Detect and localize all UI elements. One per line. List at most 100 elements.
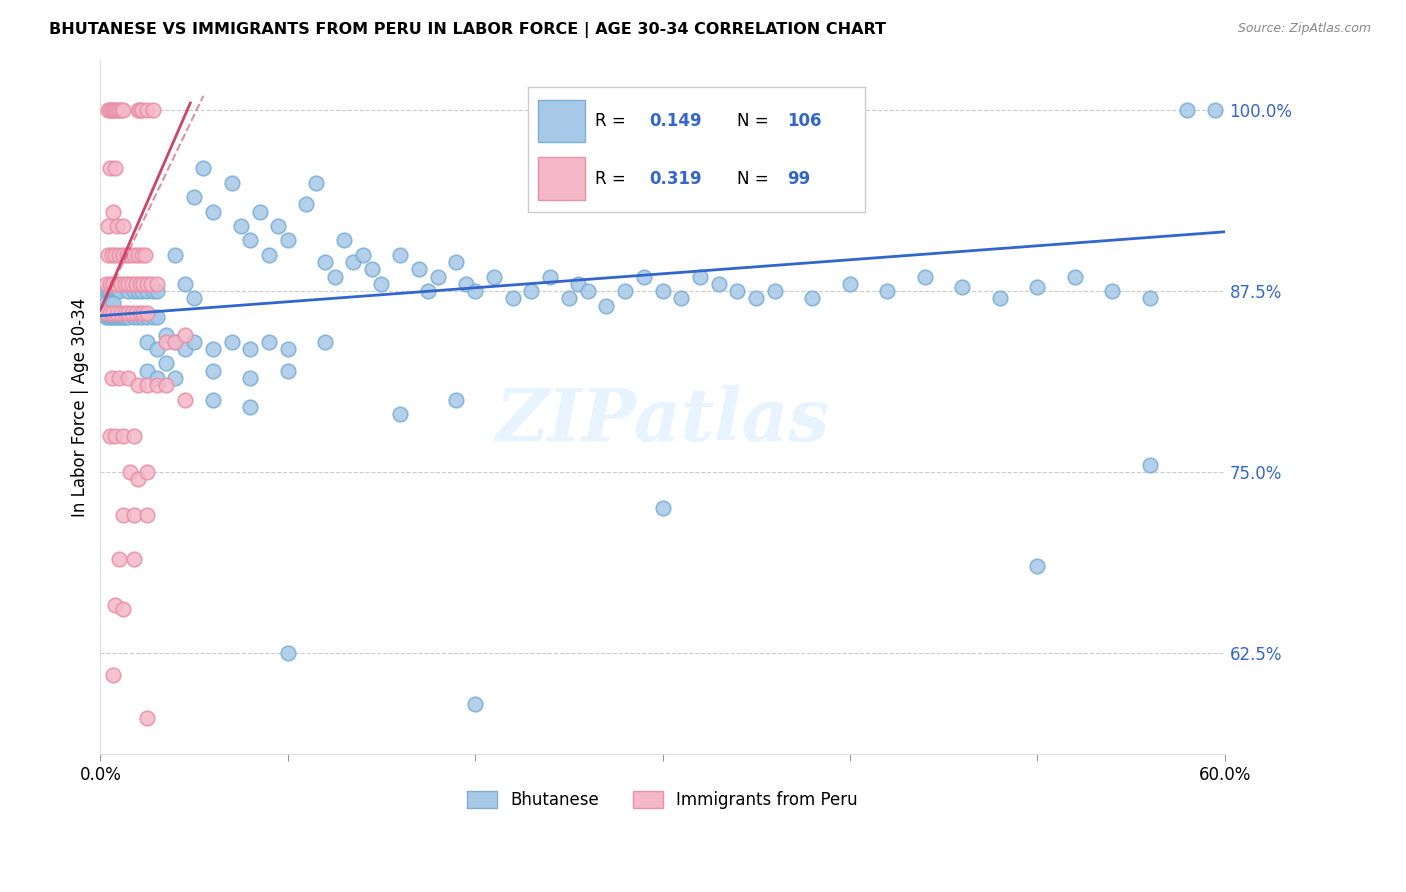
Point [104,284,127,298]
Point [136,284,159,298]
Point [103,306,125,320]
Point [117,284,139,298]
Point [97,219,120,233]
Point [111,219,134,233]
Point [801,291,824,305]
Point [193,161,215,175]
Point [136,310,159,325]
Point [103,277,125,291]
Point [249,204,271,219]
Point [201,342,224,356]
Point [111,248,134,262]
Point [173,327,195,342]
Point [1063,269,1085,284]
Point [105,310,128,325]
Point [361,262,384,277]
Point [108,248,131,262]
Point [482,269,505,284]
Point [201,364,224,378]
Point [100,103,122,118]
Point [104,161,127,175]
Point [136,364,159,378]
Point [128,277,150,291]
Point [100,248,122,262]
Point [426,269,449,284]
Point [183,190,205,204]
Point [408,262,430,277]
Point [988,291,1011,305]
Point [114,306,136,320]
Point [239,371,262,385]
Text: ZIPatlas: ZIPatlas [495,385,830,457]
Point [142,310,165,325]
Point [108,310,131,325]
Point [267,219,290,233]
Point [136,711,159,725]
Point [111,602,134,616]
Point [145,371,167,385]
Point [145,284,167,298]
Point [370,277,392,291]
Point [111,103,134,118]
Point [136,334,159,349]
Point [98,295,121,310]
Point [136,465,159,479]
Point [145,342,167,356]
Point [136,277,159,291]
Point [121,277,143,291]
Point [201,204,224,219]
Point [103,284,125,298]
Y-axis label: In Labor Force | Age 30-34: In Labor Force | Age 30-34 [72,297,89,516]
Point [257,334,280,349]
Point [145,277,167,291]
Point [454,277,477,291]
Point [876,284,898,298]
Point [314,255,336,269]
Point [122,429,145,443]
Point [165,334,187,349]
Point [446,255,468,269]
Point [111,310,134,325]
Point [389,407,412,421]
Point [229,219,252,233]
Point [111,429,134,443]
Point [173,342,195,356]
Point [132,277,155,291]
Point [105,219,128,233]
Point [305,176,328,190]
Point [145,310,167,325]
Text: BHUTANESE VS IMMIGRANTS FROM PERU IN LABOR FORCE | AGE 30-34 CORRELATION CHART: BHUTANESE VS IMMIGRANTS FROM PERU IN LAB… [49,22,886,38]
Point [651,501,673,516]
Point [122,508,145,523]
Point [122,284,145,298]
Point [277,364,299,378]
Point [136,508,159,523]
Point [446,392,468,407]
Point [183,334,205,349]
Point [103,310,125,325]
Point [104,248,127,262]
Point [239,400,262,414]
Point [558,291,581,305]
Point [1139,458,1161,472]
Point [104,598,127,612]
Point [97,284,120,298]
Point [277,646,299,660]
Point [121,306,143,320]
Point [122,248,145,262]
Point [277,342,299,356]
Point [108,103,131,118]
Point [136,378,159,392]
Point [98,277,121,291]
Point [314,334,336,349]
Point [94,277,117,291]
Point [567,277,589,291]
Point [763,284,786,298]
Point [105,284,128,298]
Point [595,299,617,313]
Point [707,277,730,291]
Point [155,357,177,371]
Point [342,255,364,269]
Point [464,284,486,298]
Point [125,277,148,291]
